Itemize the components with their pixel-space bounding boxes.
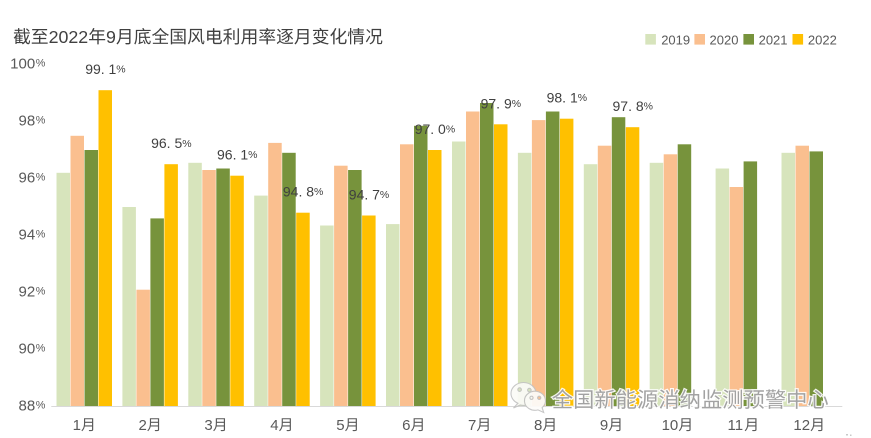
- svg-text:1: 1: [73, 417, 81, 434]
- svg-text:99. 1: 99. 1: [85, 61, 116, 77]
- svg-text:%: %: [512, 98, 521, 110]
- svg-text:%: %: [314, 186, 323, 198]
- svg-text:%: %: [36, 172, 46, 184]
- svg-text:9: 9: [106, 27, 116, 47]
- svg-text:%: %: [380, 189, 389, 201]
- svg-text:98. 1: 98. 1: [547, 90, 578, 106]
- svg-text:96. 5: 96. 5: [151, 135, 182, 151]
- svg-text:97. 9: 97. 9: [481, 95, 512, 111]
- svg-text:92: 92: [19, 284, 36, 301]
- svg-text:2022: 2022: [808, 32, 837, 47]
- svg-text:94. 8: 94. 8: [283, 184, 314, 200]
- svg-text:6: 6: [402, 417, 410, 434]
- svg-text:12: 12: [793, 417, 810, 434]
- svg-text:8: 8: [534, 417, 542, 434]
- svg-text:5: 5: [336, 417, 344, 434]
- svg-text:94: 94: [19, 227, 36, 244]
- svg-text:9: 9: [600, 417, 608, 434]
- svg-text:11: 11: [728, 417, 744, 434]
- svg-text:98: 98: [19, 113, 36, 130]
- svg-text:2022: 2022: [49, 27, 89, 47]
- svg-text:%: %: [36, 343, 46, 355]
- svg-text:%: %: [182, 138, 191, 150]
- svg-text:3: 3: [204, 417, 212, 434]
- svg-text:94. 7: 94. 7: [349, 187, 380, 203]
- svg-text:%: %: [116, 64, 125, 76]
- svg-text:2020: 2020: [710, 32, 739, 47]
- svg-text:%: %: [36, 229, 46, 241]
- svg-text:97. 0: 97. 0: [415, 121, 446, 137]
- svg-text:%: %: [36, 115, 46, 127]
- svg-text:%: %: [644, 101, 653, 113]
- svg-text:97. 8: 97. 8: [613, 98, 644, 114]
- svg-text:7: 7: [468, 417, 476, 434]
- svg-text:%: %: [36, 400, 46, 412]
- svg-text:88: 88: [19, 398, 36, 415]
- svg-text:96: 96: [19, 170, 36, 187]
- svg-text:%: %: [446, 124, 455, 136]
- svg-text:4: 4: [270, 417, 278, 434]
- svg-text:100: 100: [10, 56, 35, 73]
- svg-text:%: %: [248, 149, 257, 161]
- svg-text:10: 10: [662, 417, 679, 434]
- svg-text:%: %: [36, 286, 46, 298]
- svg-text:2021: 2021: [759, 32, 788, 47]
- svg-text:%: %: [36, 58, 46, 70]
- svg-text:90: 90: [19, 341, 36, 358]
- svg-text:%: %: [578, 92, 587, 104]
- svg-text:2019: 2019: [661, 32, 690, 47]
- svg-text:2: 2: [139, 417, 147, 434]
- svg-text:96. 1: 96. 1: [217, 147, 248, 163]
